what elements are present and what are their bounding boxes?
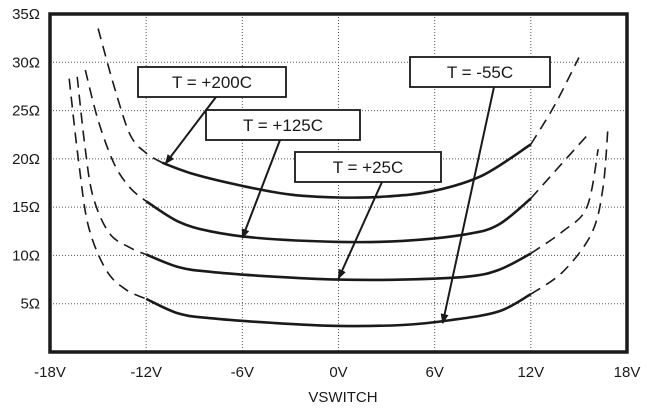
series-0-solid [161, 143, 532, 199]
annotation-label-1: T = +125C [243, 116, 323, 135]
annotation-3: T = -55C [409, 56, 551, 325]
annotation-box-0 [137, 66, 287, 98]
annotation-group: T = +200C T = +125C T = +25C T = -55C [137, 56, 551, 325]
x-tick-label: 6V [425, 364, 443, 381]
plot-frame [48, 12, 629, 354]
series-group [68, 28, 609, 328]
series-2-dashed-right [530, 149, 599, 255]
y-tick-label: 15Ω [12, 199, 40, 216]
annotation-label-2: T = +25C [333, 158, 404, 177]
annotation-1: T = +125C [205, 109, 361, 239]
series-2-solid [145, 252, 532, 282]
annotation-box-3 [409, 56, 551, 88]
annotation-arrow-0 [164, 96, 217, 165]
annotation-box-2 [294, 151, 442, 183]
y-tick-label: 5Ω [20, 296, 40, 313]
series-0-dashed-left [97, 28, 163, 164]
annotation-label-0: T = +200C [172, 73, 252, 92]
y-tick-label: 10Ω [12, 247, 40, 264]
annotation-box-1 [205, 109, 361, 141]
series-1-dashed-right [530, 135, 588, 200]
series-2-dashed-left [76, 76, 147, 256]
plot-border [48, 12, 629, 354]
y-tick-label: 25Ω [12, 103, 40, 120]
series-1-solid [145, 197, 532, 244]
y-tick-labels: 5Ω 10Ω 15Ω 20Ω 25Ω 30Ω 35Ω [12, 6, 40, 313]
y-tick-label: 35Ω [12, 6, 40, 23]
series-1-dashed-left [84, 69, 147, 202]
annotation-arrow-3 [440, 86, 495, 325]
x-tick-label: -6V [231, 364, 254, 381]
series-3-dashed-right [530, 129, 609, 295]
x-tick-label: 12V [517, 364, 544, 381]
annotation-0: T = +200C [137, 66, 287, 165]
series-3-dashed-left [68, 78, 147, 300]
annotation-arrow-1 [241, 139, 281, 239]
series-3-solid [145, 292, 532, 328]
series-0-dashed-right [530, 57, 580, 145]
annotation-label-3: T = -55C [447, 63, 513, 82]
annotation-arrow-2 [337, 181, 383, 280]
x-tick-labels: -18V -12V -6V 0V 6V 12V 18V [34, 364, 640, 381]
x-tick-label: -18V [34, 364, 66, 381]
x-tick-label: 0V [329, 364, 347, 381]
annotation-2: T = +25C [294, 151, 442, 280]
x-tick-label: -12V [130, 364, 162, 381]
y-tick-label: 20Ω [12, 151, 40, 168]
x-axis-label: VSWITCH [308, 389, 377, 406]
x-tick-label: 18V [614, 364, 641, 381]
y-tick-label: 30Ω [12, 54, 40, 71]
